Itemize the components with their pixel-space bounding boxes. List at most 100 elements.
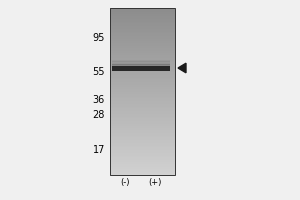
- Bar: [110, 16, 175, 18]
- Bar: [110, 29, 175, 31]
- Bar: [110, 119, 175, 121]
- Bar: [110, 151, 175, 153]
- Bar: [110, 75, 175, 77]
- Bar: [110, 55, 175, 57]
- Bar: [110, 128, 175, 130]
- Bar: [110, 94, 175, 96]
- Bar: [110, 156, 175, 157]
- Bar: [110, 73, 175, 75]
- Bar: [110, 43, 175, 45]
- Bar: [110, 32, 175, 34]
- Bar: [110, 50, 175, 52]
- Bar: [110, 57, 175, 59]
- Bar: [110, 22, 175, 24]
- Bar: [110, 89, 175, 91]
- Bar: [110, 79, 175, 81]
- Bar: [110, 101, 175, 103]
- Bar: [110, 85, 175, 86]
- Bar: [110, 154, 175, 156]
- Bar: [110, 142, 175, 143]
- Bar: [110, 69, 175, 71]
- Bar: [110, 150, 175, 152]
- Bar: [110, 62, 175, 64]
- Bar: [110, 87, 175, 89]
- Text: 17: 17: [93, 145, 105, 155]
- Bar: [110, 9, 175, 11]
- Bar: [110, 169, 175, 171]
- Bar: [110, 100, 175, 102]
- Bar: [110, 104, 175, 106]
- Bar: [110, 111, 175, 113]
- Bar: [110, 140, 175, 142]
- Text: 95: 95: [93, 33, 105, 43]
- Bar: [110, 37, 175, 39]
- Bar: [110, 66, 175, 68]
- Text: 36: 36: [93, 95, 105, 105]
- Bar: [110, 92, 175, 93]
- Bar: [110, 105, 175, 107]
- Bar: [110, 48, 175, 50]
- Bar: [110, 147, 175, 149]
- Bar: [110, 82, 175, 84]
- Bar: [110, 135, 175, 137]
- Bar: [110, 125, 175, 127]
- Bar: [110, 96, 175, 98]
- Bar: [110, 137, 175, 139]
- Bar: [110, 90, 175, 92]
- Bar: [110, 14, 175, 15]
- Bar: [110, 93, 175, 95]
- Bar: [110, 171, 175, 173]
- Bar: [110, 65, 175, 67]
- Polygon shape: [178, 63, 186, 73]
- Bar: [110, 44, 175, 46]
- Bar: [110, 146, 175, 148]
- Bar: [110, 164, 175, 166]
- Bar: [110, 162, 175, 164]
- Bar: [110, 103, 175, 105]
- Bar: [110, 27, 175, 29]
- Bar: [110, 133, 175, 135]
- Bar: [110, 118, 175, 120]
- Bar: [112, 61, 170, 63]
- Bar: [110, 15, 175, 17]
- Bar: [110, 98, 175, 100]
- Bar: [110, 174, 175, 176]
- Bar: [110, 53, 175, 54]
- Bar: [112, 60, 170, 62]
- Text: 28: 28: [93, 110, 105, 120]
- Bar: [110, 46, 175, 47]
- Bar: [110, 172, 175, 174]
- Bar: [110, 47, 175, 49]
- Bar: [110, 34, 175, 36]
- Bar: [110, 165, 175, 167]
- Bar: [110, 161, 175, 163]
- Bar: [110, 80, 175, 82]
- Bar: [110, 36, 175, 38]
- Bar: [110, 122, 175, 124]
- Bar: [110, 33, 175, 35]
- Bar: [110, 126, 175, 128]
- Bar: [110, 11, 175, 13]
- Bar: [110, 30, 175, 32]
- Bar: [110, 21, 175, 22]
- Bar: [110, 26, 175, 28]
- Bar: [110, 144, 175, 146]
- Text: (+): (+): [148, 178, 162, 186]
- Bar: [110, 72, 175, 74]
- Bar: [110, 76, 175, 78]
- Bar: [110, 168, 175, 170]
- Bar: [110, 115, 175, 117]
- Bar: [110, 97, 175, 99]
- Bar: [110, 132, 175, 134]
- Bar: [110, 108, 175, 110]
- Bar: [110, 139, 175, 141]
- Bar: [110, 121, 175, 123]
- Bar: [112, 62, 170, 64]
- Bar: [110, 136, 175, 138]
- Bar: [110, 23, 175, 25]
- Bar: [110, 18, 175, 20]
- Bar: [110, 8, 175, 175]
- Bar: [110, 39, 175, 41]
- Bar: [110, 86, 175, 88]
- Bar: [110, 19, 175, 21]
